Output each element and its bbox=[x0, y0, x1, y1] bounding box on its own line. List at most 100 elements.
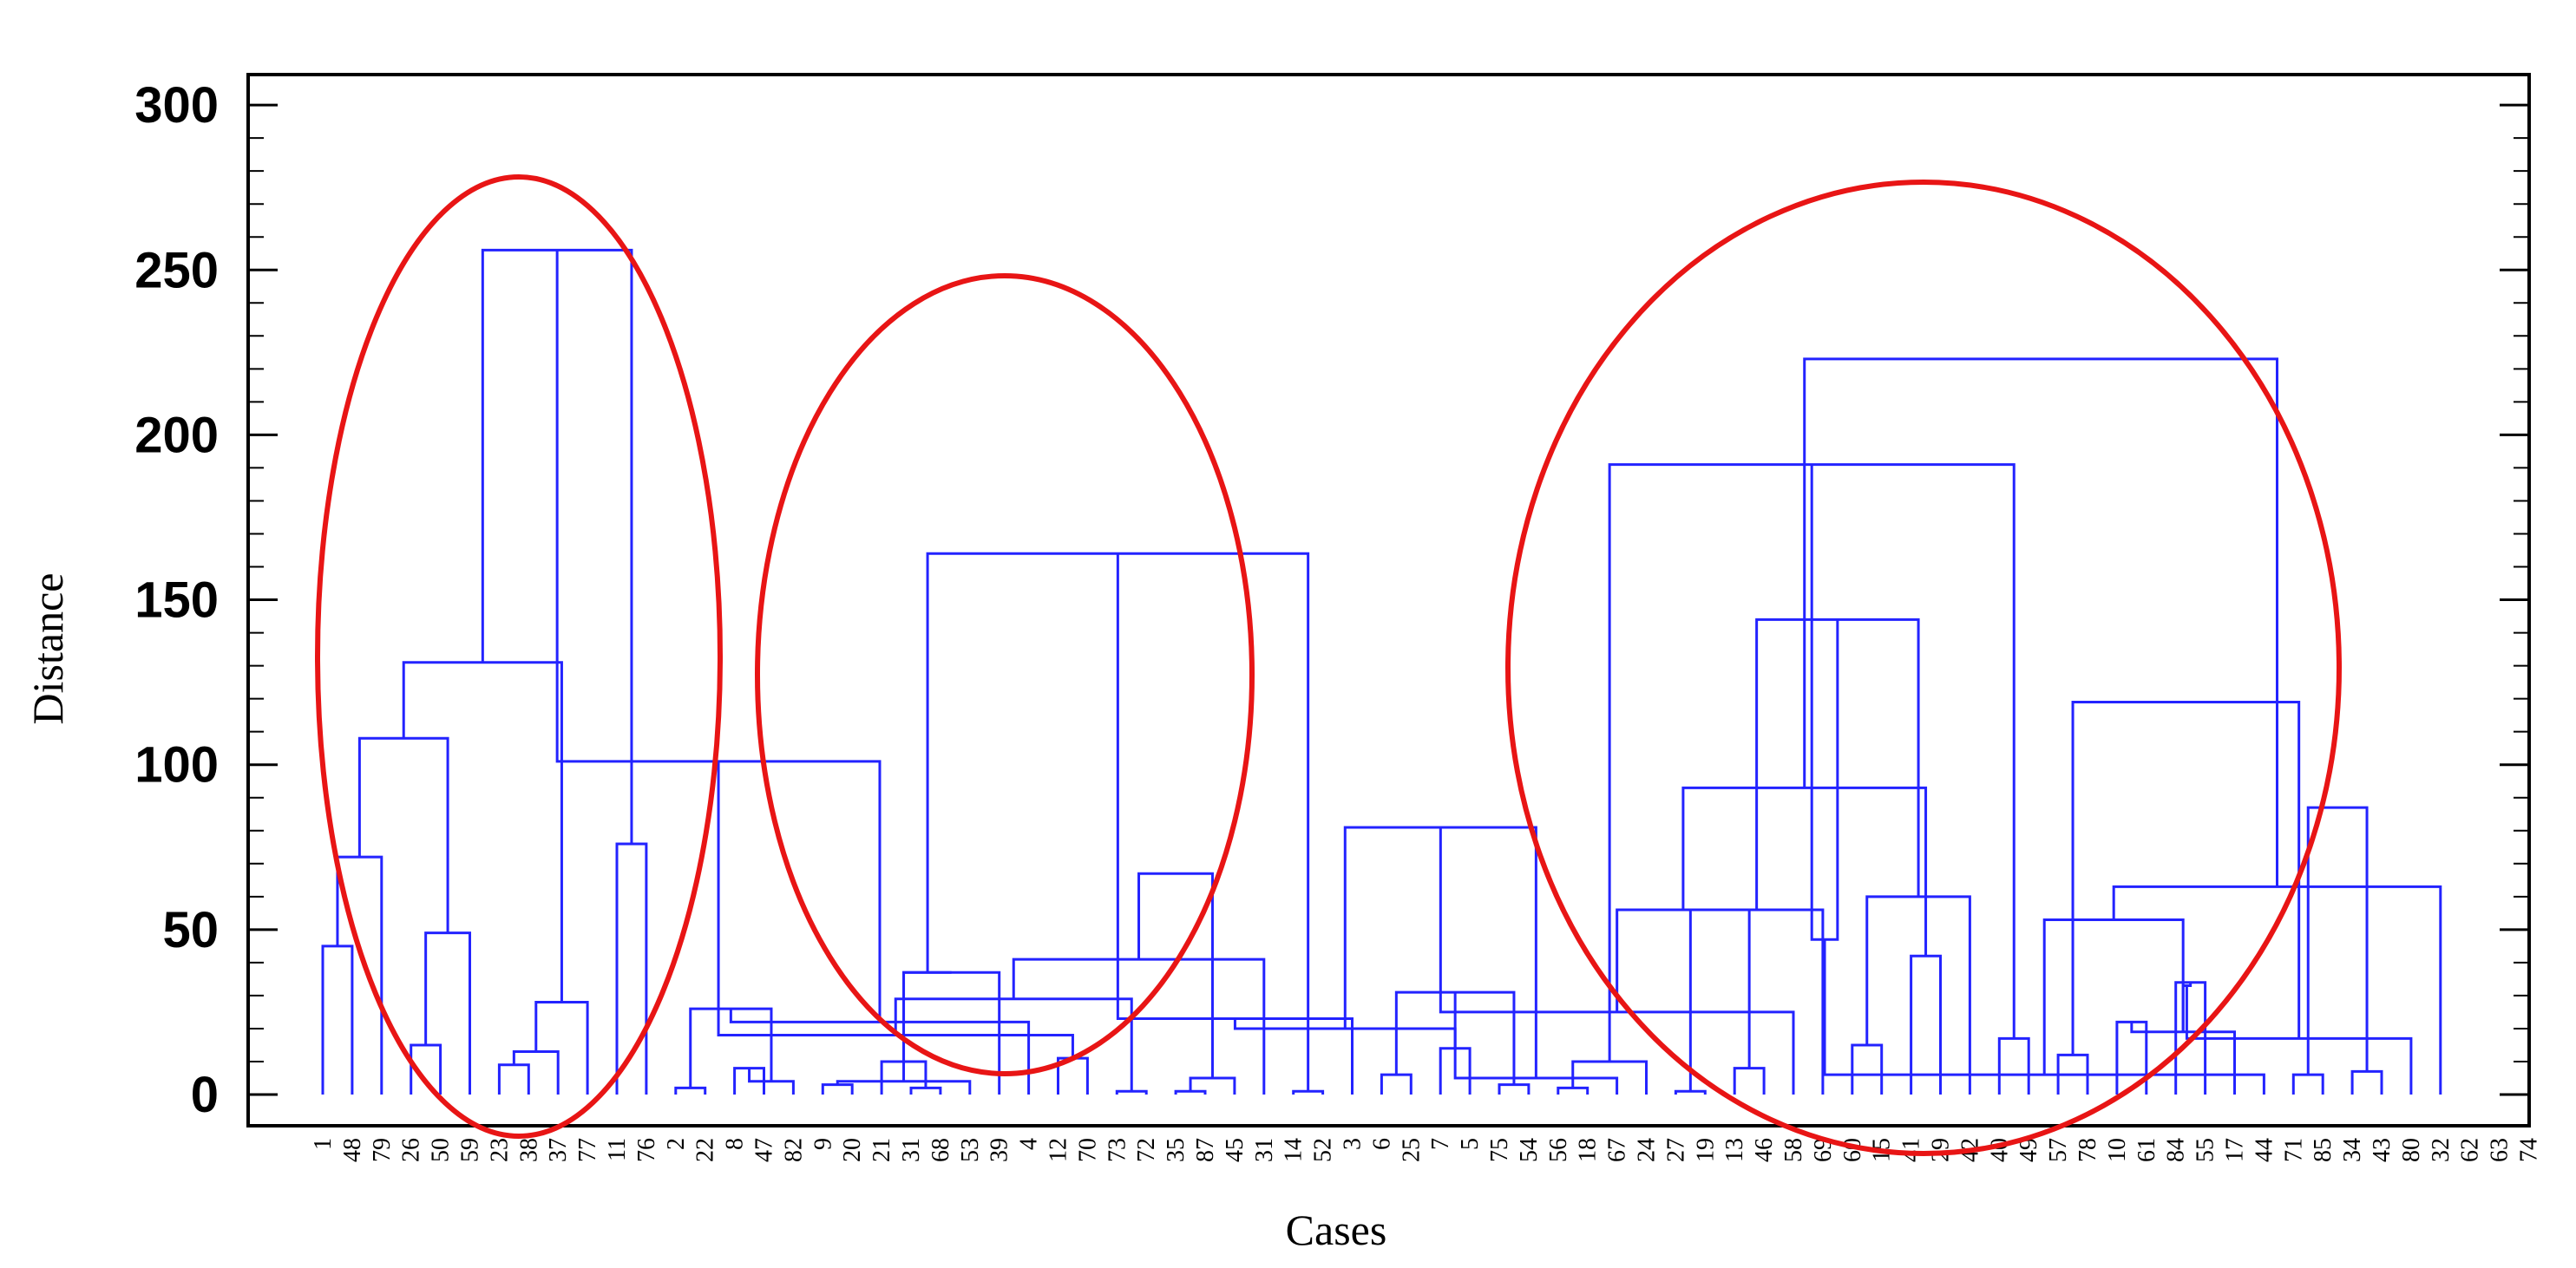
dendrogram-link bbox=[1380, 1073, 1413, 1095]
x-tick-label: 56 bbox=[1545, 1138, 1572, 1162]
x-tick-label: 77 bbox=[574, 1138, 601, 1162]
dendrogram-link bbox=[1498, 1083, 1531, 1095]
x-tick-label: 31 bbox=[898, 1138, 925, 1162]
dendrogram-link bbox=[1681, 786, 1928, 957]
dendrogram-link bbox=[534, 1001, 589, 1095]
x-tick-label: 63 bbox=[2487, 1138, 2514, 1162]
cluster-ellipse-3 bbox=[1505, 180, 2342, 1156]
dendrogram-link bbox=[909, 1086, 942, 1095]
x-tick-label: 71 bbox=[2280, 1138, 2307, 1162]
x-tick-label: 7 bbox=[1427, 1138, 1454, 1150]
x-tick-label: 4 bbox=[1016, 1138, 1043, 1150]
dendrogram-link bbox=[1439, 827, 1795, 1095]
x-tick-label: 47 bbox=[751, 1138, 778, 1162]
dendrogram-link bbox=[2185, 985, 2413, 1095]
x-tick-label: 67 bbox=[1604, 1138, 1631, 1162]
dendrogram-link bbox=[1803, 357, 2278, 887]
dendrogram-link bbox=[1174, 1089, 1207, 1095]
x-tick-label: 75 bbox=[1486, 1138, 1513, 1162]
x-tick-label: 46 bbox=[1751, 1138, 1778, 1162]
dendrogram-link bbox=[424, 931, 471, 1095]
dendrogram-link bbox=[1557, 1086, 1590, 1095]
cluster-annotations bbox=[315, 174, 2342, 1156]
x-tick-label: 53 bbox=[957, 1138, 984, 1162]
x-axis-title: Cases bbox=[1286, 1206, 1387, 1254]
dendrogram-link bbox=[2291, 1073, 2324, 1095]
x-tick-label: 54 bbox=[1516, 1138, 1543, 1162]
dendrogram-link bbox=[1116, 553, 1354, 1095]
x-tick-label: 11 bbox=[604, 1138, 631, 1161]
plot-frame bbox=[246, 73, 2531, 1127]
x-tick-label: 5 bbox=[1457, 1138, 1484, 1150]
x-tick-label: 20 bbox=[839, 1138, 866, 1162]
x-tick-label: 70 bbox=[1074, 1138, 1101, 1162]
dendrogram-link bbox=[902, 971, 952, 1062]
x-tick-label: 39 bbox=[986, 1138, 1013, 1162]
dendrogram-link bbox=[1115, 1089, 1148, 1095]
x-tick-label: 74 bbox=[2516, 1138, 2543, 1162]
x-tick-label: 82 bbox=[780, 1138, 807, 1162]
x-tick-label: 59 bbox=[457, 1138, 484, 1162]
dendrogram-link bbox=[689, 1007, 773, 1088]
x-tick-label: 26 bbox=[398, 1138, 425, 1162]
dendrogram-link bbox=[748, 1068, 795, 1095]
x-tick-label: 55 bbox=[2193, 1138, 2219, 1162]
x-tick-label: 14 bbox=[1281, 1138, 1308, 1162]
x-tick-label: 73 bbox=[1104, 1138, 1131, 1162]
y-tick-label: 200 bbox=[134, 407, 219, 463]
x-tick-label: 9 bbox=[810, 1138, 836, 1150]
x-tick-label: 84 bbox=[2163, 1138, 2190, 1162]
dendrogram-link bbox=[1851, 1043, 1884, 1095]
y-tick-label: 250 bbox=[134, 242, 219, 298]
x-tick-label: 38 bbox=[515, 1138, 542, 1162]
x-tick-label: 32 bbox=[2428, 1138, 2455, 1162]
x-tick-label: 22 bbox=[692, 1138, 719, 1162]
x-tick-label: 80 bbox=[2398, 1138, 2425, 1162]
dendrogram-link bbox=[2306, 806, 2369, 1075]
x-tick-label: 1 bbox=[310, 1138, 337, 1150]
dendrogram-link bbox=[1810, 464, 1839, 941]
x-tick-label: 31 bbox=[1251, 1138, 1278, 1162]
x-tick-label: 18 bbox=[1575, 1138, 1602, 1162]
x-tick-label: 12 bbox=[1045, 1138, 1072, 1162]
cluster-ellipse-1 bbox=[315, 174, 723, 1139]
x-tick-label: 27 bbox=[1662, 1138, 1689, 1162]
x-tick-label: 3 bbox=[1340, 1138, 1367, 1150]
dendrogram-link bbox=[1688, 908, 1825, 1095]
x-tick-label: 24 bbox=[1634, 1138, 1661, 1162]
dendrogram-link bbox=[2350, 1069, 2383, 1095]
y-tick-label: 100 bbox=[134, 737, 219, 794]
x-tick-label: 25 bbox=[1398, 1138, 1425, 1162]
x-tick-label: 61 bbox=[2134, 1138, 2160, 1162]
dendrogram-link bbox=[821, 1083, 854, 1095]
x-tick-label: 35 bbox=[1163, 1138, 1190, 1162]
x-tick-label: 68 bbox=[927, 1138, 954, 1162]
y-axis: 0 50 100 150 200 250 300 bbox=[134, 77, 2529, 1123]
x-tick-label: 2 bbox=[663, 1138, 690, 1150]
x-tick-label: 13 bbox=[1721, 1138, 1748, 1162]
x-tick-label: 21 bbox=[868, 1138, 895, 1162]
dendrogram-link bbox=[674, 1086, 707, 1095]
dendrogram-link bbox=[357, 736, 449, 933]
x-tick-label: 34 bbox=[2339, 1138, 2366, 1162]
dendrogram-link bbox=[1292, 1089, 1325, 1095]
x-tick-label: 72 bbox=[1133, 1138, 1160, 1162]
dendrogram-link bbox=[836, 1080, 972, 1095]
x-tick-label: 50 bbox=[428, 1138, 455, 1162]
x-tick-label: 17 bbox=[2222, 1138, 2249, 1162]
y-tick-label: 0 bbox=[191, 1067, 219, 1123]
cluster-ellipse-2 bbox=[755, 273, 1255, 1076]
x-tick-label: 41 bbox=[1898, 1138, 1925, 1162]
dendrogram-link bbox=[1012, 958, 1266, 1095]
y-tick-label: 300 bbox=[134, 77, 219, 134]
x-tick-label: 43 bbox=[2369, 1138, 2396, 1162]
y-tick-label: 150 bbox=[134, 572, 219, 629]
x-tick-label: 57 bbox=[2045, 1138, 2072, 1162]
x-tick-label: 78 bbox=[2075, 1138, 2101, 1162]
x-tick-label: 37 bbox=[545, 1138, 572, 1162]
x-tick-label: 52 bbox=[1310, 1138, 1337, 1162]
y-axis-title: Distance bbox=[23, 573, 72, 725]
x-tick-label: 8 bbox=[722, 1138, 749, 1150]
x-axis-tick-labels: 1 48 79 26 50 59 23 38 37 77 11 76 2 22 8 47 82 9 20 21 31 68… bbox=[310, 1138, 2543, 1162]
